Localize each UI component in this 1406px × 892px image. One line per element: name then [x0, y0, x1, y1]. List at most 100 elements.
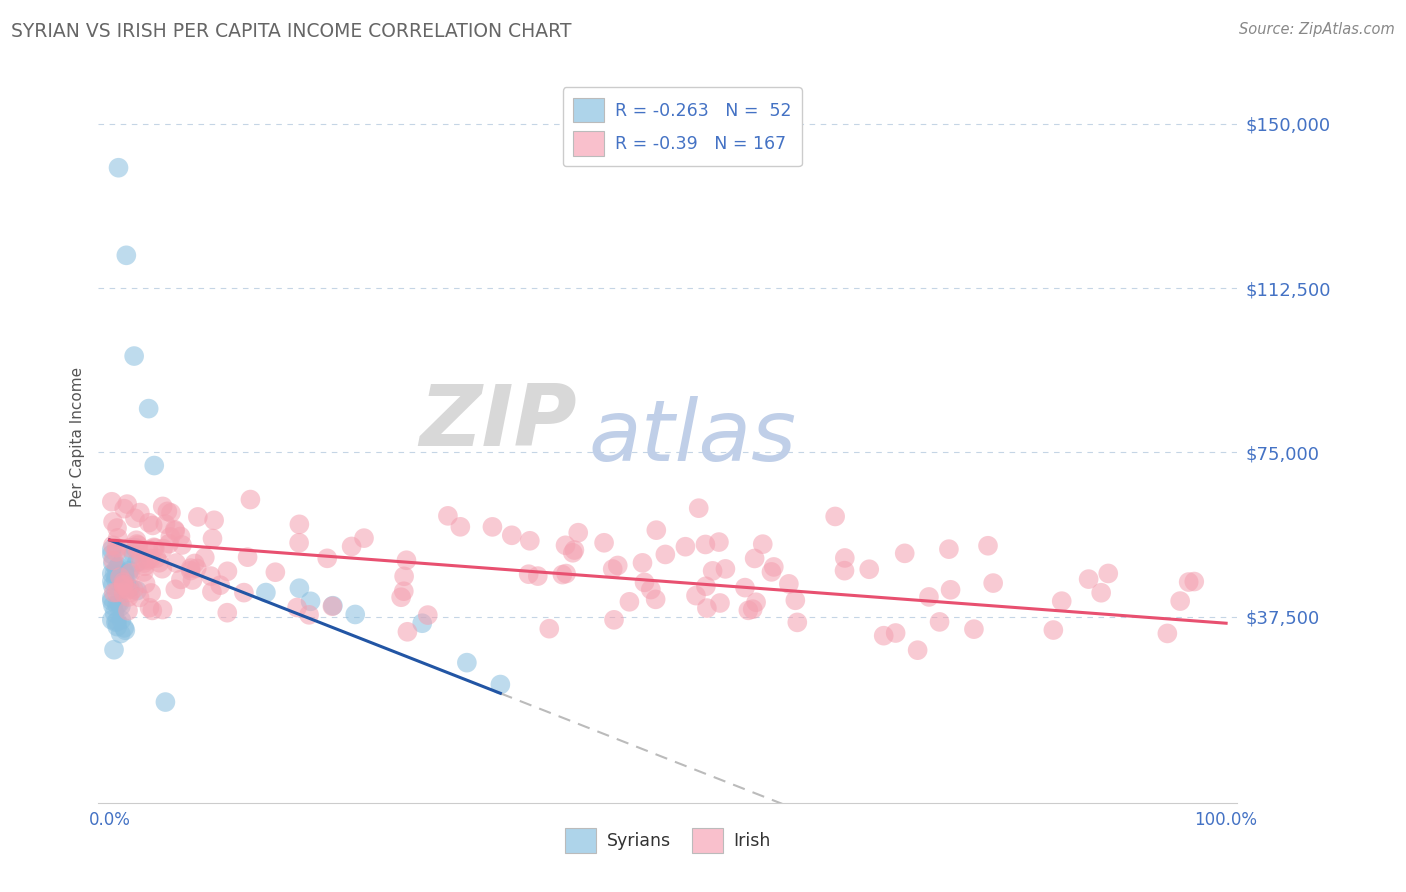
Point: [702, 564, 724, 578]
Point: [202, 513, 225, 527]
Point: [654, 548, 676, 562]
Point: [353, 531, 375, 545]
Point: [183, 557, 205, 571]
Point: [519, 533, 541, 548]
Point: [392, 569, 415, 583]
Legend: Syrians, Irish: Syrians, Irish: [558, 822, 778, 860]
Point: [481, 520, 503, 534]
Point: [114, 569, 136, 583]
Point: [1042, 623, 1064, 637]
Point: [232, 585, 254, 599]
Point: [122, 349, 145, 363]
Point: [108, 597, 131, 611]
Point: [105, 615, 128, 629]
Point: [555, 566, 578, 581]
Point: [538, 622, 561, 636]
Point: [152, 602, 174, 616]
Point: [316, 551, 339, 566]
Point: [127, 541, 149, 556]
Point: [128, 591, 150, 605]
Point: [745, 595, 768, 609]
Point: [108, 570, 131, 584]
Point: [103, 642, 125, 657]
Point: [416, 608, 439, 623]
Point: [120, 585, 142, 599]
Point: [143, 541, 166, 556]
Point: [501, 528, 523, 542]
Point: [186, 561, 208, 575]
Point: [321, 599, 343, 614]
Point: [644, 592, 666, 607]
Point: [101, 515, 124, 529]
Point: [564, 543, 586, 558]
Point: [104, 606, 127, 620]
Point: [142, 541, 165, 555]
Point: [918, 590, 941, 604]
Point: [217, 606, 239, 620]
Point: [673, 540, 696, 554]
Point: [741, 602, 763, 616]
Point: [105, 598, 128, 612]
Point: [134, 559, 156, 574]
Point: [110, 599, 132, 614]
Point: [124, 511, 146, 525]
Point: [633, 575, 655, 590]
Point: [734, 581, 756, 595]
Point: [101, 574, 124, 589]
Point: [118, 590, 141, 604]
Point: [101, 594, 124, 608]
Point: [714, 562, 737, 576]
Point: [122, 547, 145, 561]
Point: [101, 538, 124, 552]
Point: [606, 558, 628, 573]
Point: [105, 620, 128, 634]
Point: [117, 582, 139, 597]
Point: [1182, 574, 1205, 589]
Point: [685, 589, 707, 603]
Point: [389, 591, 412, 605]
Point: [117, 604, 139, 618]
Y-axis label: Per Capita Income: Per Capita Income: [69, 367, 84, 508]
Point: [112, 586, 135, 600]
Text: Source: ZipAtlas.com: Source: ZipAtlas.com: [1239, 22, 1395, 37]
Point: [134, 556, 156, 570]
Text: ZIP: ZIP: [419, 381, 576, 464]
Point: [152, 500, 174, 514]
Point: [963, 622, 986, 636]
Point: [526, 569, 548, 583]
Point: [264, 565, 287, 579]
Point: [517, 567, 540, 582]
Point: [437, 508, 460, 523]
Point: [105, 568, 128, 582]
Point: [201, 584, 224, 599]
Point: [1050, 594, 1073, 608]
Point: [165, 556, 187, 570]
Point: [322, 599, 344, 613]
Point: [104, 573, 127, 587]
Point: [118, 541, 141, 555]
Point: [141, 603, 163, 617]
Point: [141, 586, 163, 600]
Point: [101, 556, 124, 570]
Point: [456, 656, 478, 670]
Point: [118, 564, 141, 578]
Point: [695, 579, 717, 593]
Point: [160, 506, 183, 520]
Point: [194, 550, 217, 565]
Point: [101, 613, 124, 627]
Point: [132, 565, 155, 579]
Point: [127, 538, 149, 552]
Point: [112, 551, 135, 566]
Point: [112, 577, 135, 591]
Point: [824, 509, 846, 524]
Point: [136, 553, 159, 567]
Point: [115, 248, 138, 262]
Point: [688, 501, 710, 516]
Point: [396, 624, 419, 639]
Point: [977, 539, 1000, 553]
Point: [145, 551, 167, 566]
Point: [696, 601, 718, 615]
Point: [344, 607, 367, 622]
Point: [873, 629, 896, 643]
Point: [129, 554, 152, 568]
